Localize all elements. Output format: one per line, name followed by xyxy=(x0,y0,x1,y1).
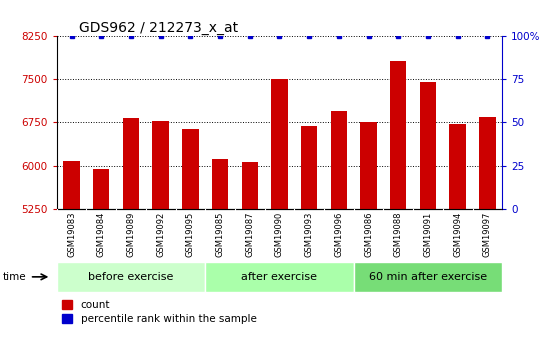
Bar xyxy=(420,82,436,209)
Text: time: time xyxy=(3,272,26,282)
Text: GSM19094: GSM19094 xyxy=(453,211,462,257)
Bar xyxy=(182,129,199,209)
Bar xyxy=(63,161,80,209)
Bar xyxy=(354,262,502,292)
Bar xyxy=(93,169,110,209)
Text: 60 min after exercise: 60 min after exercise xyxy=(369,272,487,282)
Text: GSM19087: GSM19087 xyxy=(245,211,254,257)
Text: GSM19090: GSM19090 xyxy=(275,211,284,257)
Bar xyxy=(449,124,466,209)
Bar xyxy=(479,117,496,209)
Text: GSM19084: GSM19084 xyxy=(97,211,106,257)
Bar xyxy=(152,121,169,209)
Bar xyxy=(205,262,354,292)
Bar xyxy=(212,159,228,209)
Bar xyxy=(57,262,205,292)
Bar xyxy=(360,122,377,209)
Legend: count, percentile rank within the sample: count, percentile rank within the sample xyxy=(62,300,256,324)
Text: GSM19097: GSM19097 xyxy=(483,211,492,257)
Text: GSM19091: GSM19091 xyxy=(423,211,433,257)
Text: GSM19086: GSM19086 xyxy=(364,211,373,257)
Text: GSM19085: GSM19085 xyxy=(215,211,225,257)
Text: GSM19092: GSM19092 xyxy=(156,211,165,257)
Bar xyxy=(330,111,347,209)
Text: GSM19089: GSM19089 xyxy=(126,211,136,257)
Bar xyxy=(271,79,288,209)
Text: before exercise: before exercise xyxy=(88,272,174,282)
Text: GSM19095: GSM19095 xyxy=(186,211,195,257)
Text: GSM19083: GSM19083 xyxy=(67,211,76,257)
Bar xyxy=(390,61,407,209)
Text: GDS962 / 212273_x_at: GDS962 / 212273_x_at xyxy=(79,21,238,35)
Text: GSM19093: GSM19093 xyxy=(305,211,314,257)
Text: GSM19096: GSM19096 xyxy=(334,211,343,257)
Text: GSM19088: GSM19088 xyxy=(394,211,403,257)
Text: after exercise: after exercise xyxy=(241,272,318,282)
Bar xyxy=(301,127,318,209)
Bar xyxy=(241,162,258,209)
Bar xyxy=(123,118,139,209)
